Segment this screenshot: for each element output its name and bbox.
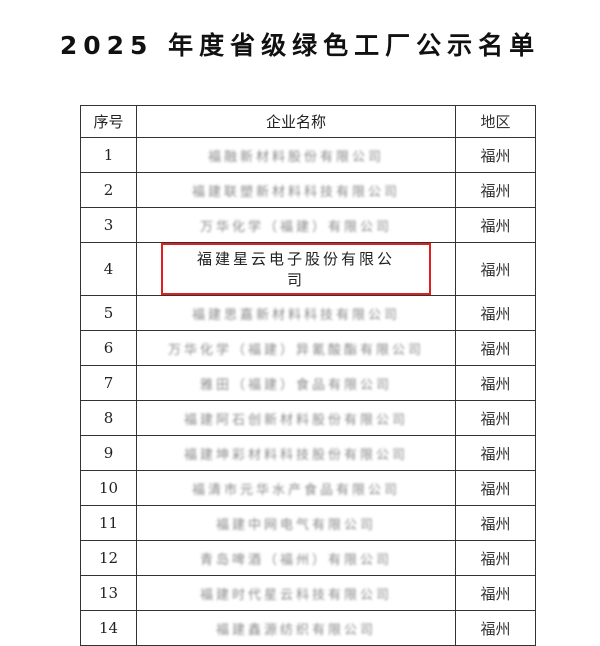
company-name: 万华化学（福建）异氰酸酯有限公司 <box>167 342 424 358</box>
company-name-cell: 福清市元华水产食品有限公司 <box>136 470 456 506</box>
region-cell: 福州 <box>455 330 536 366</box>
row-number: 1 <box>80 137 137 173</box>
factory-list-table: 序号 企业名称 地区 1 福融新材料股份有限公司 福州 2 福建联塑新材料科技有限公司福… <box>80 105 536 646</box>
table-row: 5 福建思嘉新材料科技有限公司 福州 <box>80 295 536 331</box>
row-number: 11 <box>80 505 137 541</box>
company-name-cell: 万华化学（福建）有限公司 <box>136 207 456 243</box>
company-name-cell: 福建中网电气有限公司 <box>136 505 456 541</box>
company-name: 青岛啤酒（福州）有限公司 <box>199 552 392 568</box>
company-name-cell: 福融新材料股份有限公司 <box>136 137 456 173</box>
region-cell: 福州 <box>455 172 536 208</box>
region-cell: 福州 <box>455 435 536 471</box>
row-number: 2 <box>80 172 137 208</box>
table-row: 11 福建中网电气有限公司 福州 <box>80 505 536 541</box>
region-cell: 福州 <box>455 365 536 401</box>
region-cell: 福州 <box>455 242 536 296</box>
row-number: 3 <box>80 207 137 243</box>
company-name-cell: 福建星云电子股份有限公司 <box>136 242 456 296</box>
header-region: 地区 <box>455 105 536 138</box>
table-row: 9 福建坤彩材料科技股份有限公司 福州 <box>80 435 536 471</box>
region-cell: 福州 <box>455 295 536 331</box>
company-name-cell: 福建坤彩材料科技股份有限公司 <box>136 435 456 471</box>
table-row: 10 福清市元华水产食品有限公司 福州 <box>80 470 536 506</box>
table-row: 8 福建阿石创新材料股份有限公司 福州 <box>80 400 536 436</box>
region-cell: 福州 <box>455 610 536 646</box>
company-name: 福建阿石创新材料股份有限公司 <box>183 412 408 428</box>
company-name-cell: 万华化学（福建）异氰酸酯有限公司 <box>136 330 456 366</box>
region-cell: 福州 <box>455 137 536 173</box>
table-row: 13 福建时代星云科技有限公司 福州 <box>80 575 536 611</box>
region-cell: 福州 <box>455 505 536 541</box>
table-row: 3 万华化学（福建）有限公司 福州 <box>80 207 536 243</box>
row-number: 9 <box>80 435 137 471</box>
table-row: 6 万华化学（福建）异氰酸酯有限公司 福州 <box>80 330 536 366</box>
company-name-cell: 福建联塑新材料科技有限公司 <box>136 172 456 208</box>
region-cell: 福州 <box>455 400 536 436</box>
row-number: 5 <box>80 295 137 331</box>
company-name: 万华化学（福建）有限公司 <box>199 219 392 235</box>
company-name: 福清市元华水产食品有限公司 <box>191 482 400 498</box>
company-name-cell: 福建鑫源纺织有限公司 <box>136 610 456 646</box>
row-number: 10 <box>80 470 137 506</box>
company-name: 福融新材料股份有限公司 <box>207 149 384 165</box>
region-cell: 福州 <box>455 575 536 611</box>
table-row: 14 福建鑫源纺织有限公司 福州 <box>80 610 536 646</box>
table-row: 1 福融新材料股份有限公司 福州 <box>80 137 536 173</box>
row-number: 12 <box>80 540 137 576</box>
row-number: 13 <box>80 575 137 611</box>
company-name-cell: 青岛啤酒（福州）有限公司 <box>136 540 456 576</box>
highlighted-company-name: 福建星云电子股份有限公司 <box>161 243 431 295</box>
company-name: 福建时代星云科技有限公司 <box>199 587 392 603</box>
row-number: 6 <box>80 330 137 366</box>
company-name: 福建鑫源纺织有限公司 <box>215 622 376 638</box>
company-name-cell: 福建思嘉新材料科技有限公司 <box>136 295 456 331</box>
company-name: 福建坤彩材料科技股份有限公司 <box>183 447 408 463</box>
company-name: 福建思嘉新材料科技有限公司 <box>191 307 400 323</box>
row-number: 14 <box>80 610 137 646</box>
table-row: 7 雅田（福建）食品有限公司 福州 <box>80 365 536 401</box>
table-row: 4 福建星云电子股份有限公司 福州 <box>80 242 536 296</box>
company-name: 福建联塑新材料科技有限公司 <box>191 184 400 200</box>
table-row: 2 福建联塑新材料科技有限公司 福州 <box>80 172 536 208</box>
company-name: 雅田（福建）食品有限公司 <box>199 377 392 393</box>
region-cell: 福州 <box>455 470 536 506</box>
company-name-cell: 雅田（福建）食品有限公司 <box>136 365 456 401</box>
row-number: 8 <box>80 400 137 436</box>
company-name-cell: 福建阿石创新材料股份有限公司 <box>136 400 456 436</box>
header-no: 序号 <box>80 105 137 138</box>
table-row: 12 青岛啤酒（福州）有限公司 福州 <box>80 540 536 576</box>
company-name: 福建中网电气有限公司 <box>215 517 376 533</box>
header-company: 企业名称 <box>136 105 456 138</box>
table-header-row: 序号 企业名称 地区 <box>80 105 536 138</box>
row-number: 7 <box>80 365 137 401</box>
company-name-cell: 福建时代星云科技有限公司 <box>136 575 456 611</box>
region-cell: 福州 <box>455 540 536 576</box>
row-number: 4 <box>80 242 137 296</box>
region-cell: 福州 <box>455 207 536 243</box>
page-title: 2025 年度省级绿色工厂公示名单 <box>59 31 541 60</box>
